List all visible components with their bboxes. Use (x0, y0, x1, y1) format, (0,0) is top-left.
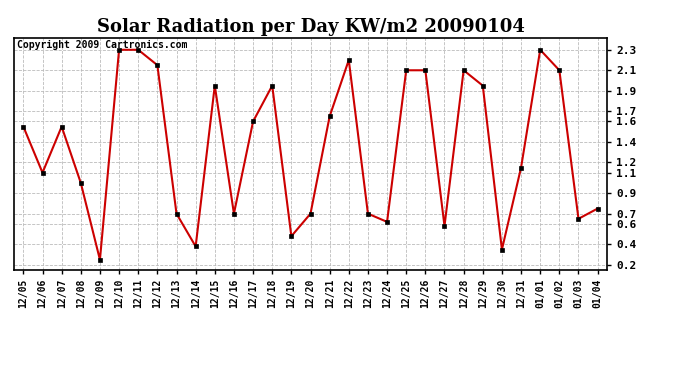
Title: Solar Radiation per Day KW/m2 20090104: Solar Radiation per Day KW/m2 20090104 (97, 18, 524, 36)
Text: Copyright 2009 Cartronics.com: Copyright 2009 Cartronics.com (17, 40, 187, 50)
